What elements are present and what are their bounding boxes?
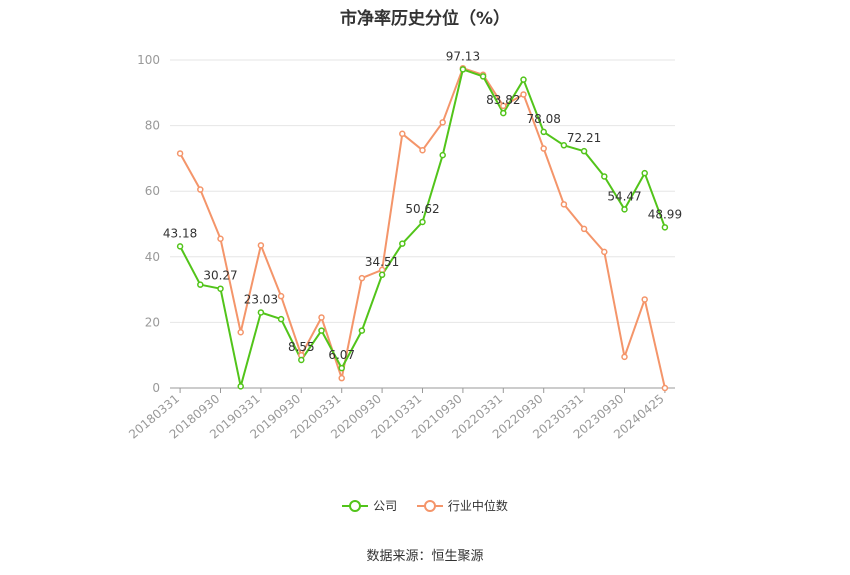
data-point-company xyxy=(560,142,568,149)
data-label-company: 97.13 xyxy=(446,49,480,63)
data-point-industry-median xyxy=(540,145,547,152)
data-point-company xyxy=(479,73,487,80)
legend-item-industry-median[interactable]: 行业中位数 xyxy=(416,497,508,514)
data-point-industry-median xyxy=(661,384,669,392)
y-tick-label: 0 xyxy=(152,381,160,395)
data-point-industry-median xyxy=(439,119,446,126)
data-point-company xyxy=(540,128,547,136)
data-label-company: 8.55 xyxy=(288,340,315,354)
data-point-industry-median xyxy=(257,242,265,249)
data-point-company xyxy=(338,364,345,372)
data-point-industry-median xyxy=(338,374,345,382)
data-source-note: 数据来源：恒生聚源 xyxy=(366,549,484,564)
series-line-company xyxy=(179,68,666,388)
data-point-company xyxy=(419,218,426,226)
data-point-industry-median xyxy=(580,225,588,233)
data-point-industry-median xyxy=(641,296,648,303)
data-point-company xyxy=(277,315,285,323)
data-point-industry-median xyxy=(358,274,366,282)
data-point-company xyxy=(176,243,184,250)
x-axis: 2018033120180930201903312019093020200331… xyxy=(126,387,675,442)
data-point-industry-median xyxy=(419,146,426,154)
line-chart: 0 20 40 60 80 100 201803312018093020190331201… xyxy=(126,49,682,442)
data-point-industry-median xyxy=(176,150,184,157)
data-point-company xyxy=(237,383,244,390)
data-label-company: 83.82 xyxy=(486,93,520,107)
data-point-company xyxy=(500,109,507,117)
y-tick-label: 80 xyxy=(145,119,160,133)
data-point-company xyxy=(520,76,527,83)
data-point-industry-median xyxy=(217,235,224,243)
data-point-company xyxy=(580,147,588,155)
data-label-company: 50.62 xyxy=(405,202,439,216)
data-point-company xyxy=(197,281,204,288)
data-point-company xyxy=(318,327,325,334)
data-point-company xyxy=(358,327,366,334)
data-label-company: 23.03 xyxy=(244,292,278,306)
data-point-company xyxy=(257,309,265,316)
data-point-industry-median xyxy=(560,201,568,208)
data-point-company xyxy=(217,285,224,292)
data-label-company: 30.27 xyxy=(203,269,237,283)
data-point-company xyxy=(621,206,628,213)
data-label-company: 54.47 xyxy=(607,189,641,203)
data-label-company: 34.51 xyxy=(365,255,399,269)
data-point-company xyxy=(459,66,467,73)
data-label-company: 78.08 xyxy=(527,112,561,126)
data-label-company: 72.21 xyxy=(567,131,601,145)
data-point-industry-median xyxy=(237,328,244,336)
series-layer xyxy=(176,64,669,392)
legend-marker-industry-median xyxy=(416,499,443,513)
legend-label-company: 公司 xyxy=(373,499,398,513)
data-point-industry-median xyxy=(399,130,406,138)
data-point-company xyxy=(439,151,446,159)
data-point-industry-median xyxy=(197,186,204,193)
data-point-industry-median xyxy=(621,353,628,361)
data-point-industry-median xyxy=(601,248,608,256)
y-tick-label: 60 xyxy=(145,184,160,198)
y-axis-ticks: 0 20 40 60 80 100 xyxy=(137,53,160,395)
data-point-company xyxy=(399,240,406,247)
data-label-company: 6.07 xyxy=(328,348,355,362)
data-point-industry-median xyxy=(277,292,285,300)
data-point-company xyxy=(298,356,305,364)
data-point-company xyxy=(661,224,669,231)
legend-label-industry-median: 行业中位数 xyxy=(447,499,508,513)
legend-marker-company xyxy=(342,499,369,513)
data-point-industry-median xyxy=(500,102,507,110)
y-tick-label: 20 xyxy=(145,315,160,329)
data-label-company: 43.18 xyxy=(163,226,197,240)
data-point-industry-median xyxy=(520,91,527,98)
data-label-company: 48.99 xyxy=(648,207,682,221)
data-point-company xyxy=(641,169,648,177)
data-point-company xyxy=(601,173,608,180)
data-labels: 43.18 30.27 23.03 8.55 6.07 34.51 50.62 97.13 83… xyxy=(163,49,682,362)
data-point-company xyxy=(378,271,386,279)
legend: 公司 行业中位数 xyxy=(0,497,850,516)
y-tick-label: 100 xyxy=(137,53,160,67)
chart-title: 市净率历史分位（%） xyxy=(339,9,511,29)
legend-item-company[interactable]: 公司 xyxy=(342,497,397,514)
grid-lines xyxy=(170,59,675,323)
y-tick-label: 40 xyxy=(145,250,160,264)
data-point-industry-median xyxy=(318,314,325,321)
